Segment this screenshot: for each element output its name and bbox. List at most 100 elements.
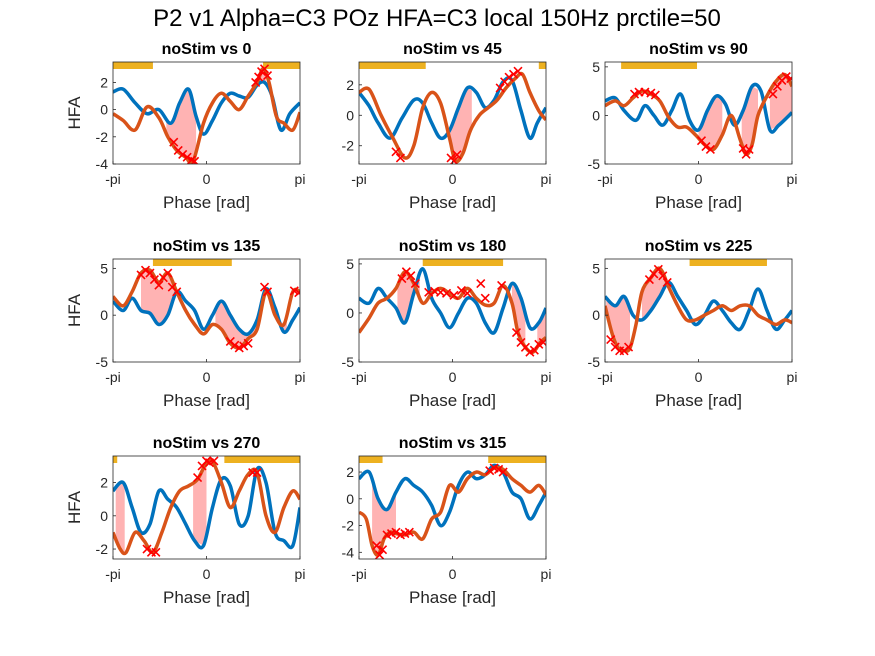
significance-marker: [705, 144, 715, 154]
y-axis-label: HFA: [65, 96, 84, 130]
subplot-title: noStim vs 225: [645, 238, 753, 255]
x-tick-label: pi: [295, 566, 306, 582]
x-tick-label: 0: [695, 369, 703, 385]
significance-marker: [741, 149, 751, 159]
significance-marker: [452, 150, 462, 160]
x-tick-label: -pi: [105, 369, 121, 385]
significance-bar: [621, 62, 698, 69]
x-tick-label: -pi: [105, 171, 121, 187]
x-tick-label: 0: [449, 369, 457, 385]
series-stim-line: [113, 67, 300, 164]
significance-marker: [495, 83, 505, 93]
significance-marker: [230, 340, 240, 350]
significance-bar: [689, 259, 767, 266]
figure-title: P2 v1 Alpha=C3 POz HFA=C3 local 150Hz pr…: [153, 5, 721, 32]
plot-area: [359, 62, 546, 164]
significance-marker: [504, 72, 514, 82]
y-tick-label: -5: [342, 354, 355, 370]
y-tick-label: 2: [346, 77, 354, 93]
significance-marker: [372, 541, 382, 551]
significance-marker: [140, 265, 151, 275]
subplot-7: 2 0 -2 -4 -pi 0 pi noStim vs 315 Phase [rad]: [342, 435, 552, 607]
significance-bar: [224, 456, 300, 463]
significance-marker: [149, 275, 159, 285]
x-tick-label: 0: [203, 369, 211, 385]
significance-marker: [606, 334, 616, 345]
significance-marker: [650, 90, 660, 100]
significance-marker: [391, 527, 401, 537]
significance-shade: [512, 283, 526, 348]
significance-marker: [497, 280, 507, 291]
x-tick-label: 0: [449, 566, 457, 582]
subplot-5: 5 0 -5-pi 0 pi noStim vs 225 Phase [rad]: [588, 238, 798, 410]
significance-marker: [498, 467, 508, 477]
significance-marker: [163, 268, 173, 278]
x-axis-label: Phase [rad]: [409, 391, 496, 410]
series-noStim-line: [359, 463, 546, 528]
y-tick-label: -2: [96, 129, 109, 145]
significance-marker: [169, 137, 179, 147]
y-tick-label: -5: [96, 354, 109, 370]
significance-marker: [653, 264, 663, 274]
significance-marker: [511, 328, 522, 338]
significance-marker: [406, 271, 416, 281]
significance-marker: [259, 282, 270, 292]
significance-marker: [252, 468, 262, 478]
x-tick-label: pi: [541, 171, 552, 187]
significance-marker: [262, 71, 273, 81]
y-tick-label: 5: [346, 256, 354, 272]
significance-marker: [658, 271, 668, 281]
significance-bar: [422, 259, 504, 266]
significance-marker: [410, 278, 420, 289]
significance-marker: [395, 153, 405, 163]
y-tick-label: -2: [342, 518, 355, 534]
significance-marker: [508, 69, 519, 79]
y-axis-label: HFA: [65, 490, 84, 524]
plot-area: [113, 62, 300, 164]
plot-area: [113, 259, 300, 353]
significance-marker: [513, 66, 523, 76]
x-tick-label: pi: [541, 369, 552, 385]
x-tick-label: -pi: [351, 369, 367, 385]
y-tick-label: -5: [588, 156, 601, 172]
significance-marker: [744, 144, 754, 154]
subplot-4: 5 0 -5-pi 0 pi noStim vs 180 Phase [rad]: [342, 238, 552, 410]
significance-marker: [441, 288, 452, 298]
x-tick-label: -pi: [105, 566, 121, 582]
significance-marker: [529, 345, 539, 355]
y-tick-label: 0: [592, 307, 600, 323]
series-stim-line: [359, 270, 546, 355]
subplot-3: 5 0 -5-pi 0 pi noStim vs 135 Phase [rad] HFA: [65, 238, 305, 410]
significance-marker: [262, 287, 273, 297]
significance-marker: [480, 293, 490, 303]
series-noStim-line: [113, 465, 300, 550]
x-tick-label: 0: [695, 171, 703, 187]
y-tick-label: 0: [346, 491, 354, 507]
significance-marker: [375, 550, 385, 559]
significance-shade: [193, 462, 207, 546]
y-tick-label: 2: [100, 475, 108, 491]
significance-marker: [449, 290, 459, 300]
x-tick-label: 0: [203, 566, 211, 582]
y-tick-label: -2: [96, 541, 109, 557]
series-stim-line: [359, 71, 546, 164]
y-tick-label: 0: [346, 305, 354, 321]
significance-marker: [476, 278, 486, 289]
subplot-title: noStim vs 45: [403, 41, 502, 58]
significance-marker: [193, 473, 203, 483]
significance-bar: [113, 62, 153, 69]
x-tick-label: -pi: [597, 171, 613, 187]
significance-bar: [152, 259, 232, 266]
significance-marker: [294, 288, 300, 298]
significance-marker: [768, 89, 778, 99]
y-tick-label: 5: [592, 260, 600, 276]
significance-marker: [154, 280, 164, 290]
significance-marker: [254, 72, 264, 82]
plot-area: [605, 259, 792, 356]
significance-marker: [456, 285, 466, 295]
significance-marker: [251, 77, 261, 87]
x-axis-label: Phase [rad]: [163, 588, 250, 607]
subplot-title: noStim vs 135: [153, 238, 261, 255]
significance-marker: [644, 275, 654, 285]
axes-background: [605, 62, 792, 164]
